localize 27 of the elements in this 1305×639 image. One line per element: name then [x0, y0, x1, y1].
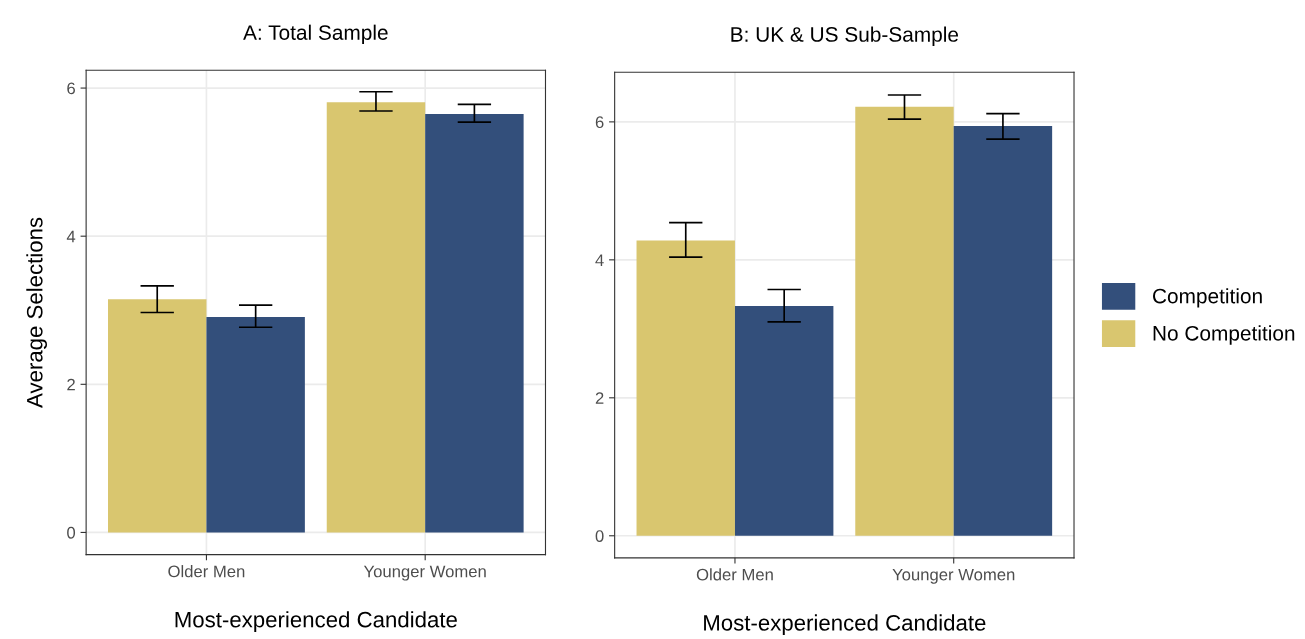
x-tick-label: Older Men [168, 565, 245, 578]
x-tick-label: Younger Women [363, 565, 486, 581]
y-tick-label: 0 [67, 526, 76, 539]
chart-title: A: Total Sample [243, 24, 388, 45]
x-tick-label: Younger Women [892, 568, 1015, 584]
bar [326, 102, 426, 533]
bar [425, 113, 524, 533]
y-tick-label: 4 [66, 230, 76, 243]
y-tick-label: 6 [595, 116, 604, 129]
y-tick-label: 0 [595, 530, 604, 542]
legend-label: Competition [1153, 288, 1262, 308]
bar [855, 106, 954, 536]
y-tick-label: 4 [595, 254, 604, 266]
x-tick-label: Older Men [696, 568, 773, 581]
bar [108, 299, 207, 533]
x-axis-title: Most-experienced Candidate [704, 614, 986, 636]
bar [636, 240, 735, 536]
bar [206, 316, 305, 533]
y-tick-label: 6 [67, 82, 75, 95]
x-axis-title: Most-experienced Candidate [175, 611, 457, 632]
y-axis-title: Average Selections [26, 217, 47, 408]
bar [953, 126, 1053, 536]
y-tick-label: 2 [67, 378, 75, 391]
bar [734, 306, 834, 536]
chart-title: B: UK & US Sub-Sample [731, 26, 959, 46]
legend-label: No Competition [1153, 325, 1295, 345]
y-tick-label: 2 [595, 392, 604, 404]
